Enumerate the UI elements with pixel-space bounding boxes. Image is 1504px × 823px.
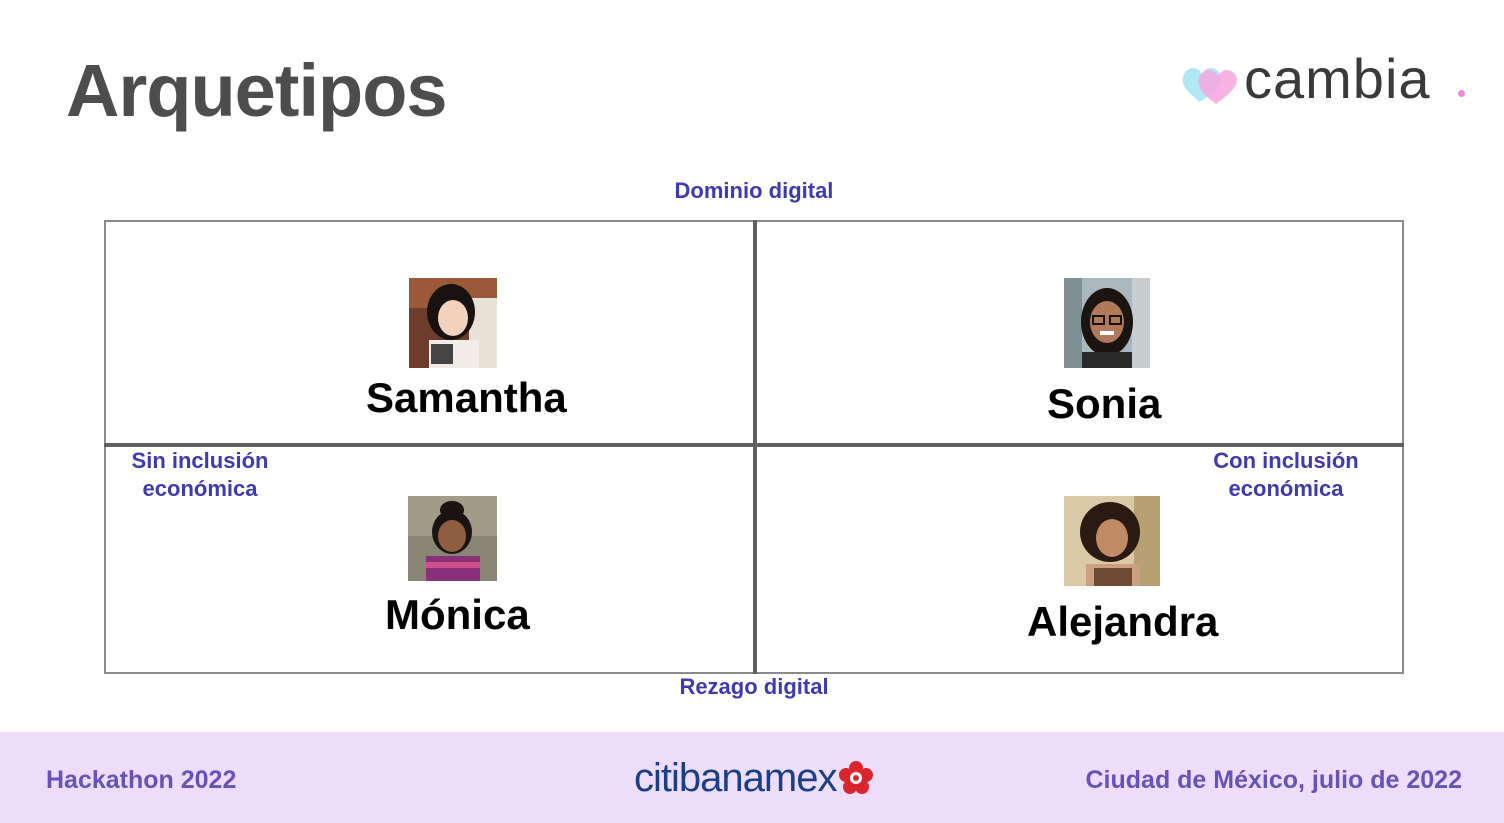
brand-banamex: banamex	[678, 755, 838, 800]
persona-name-monica: Mónica	[385, 591, 530, 638]
axis-bottom-label: Rezago digital	[679, 674, 829, 699]
cambia-logo: cambia	[1180, 47, 1470, 112]
horizontal-divider	[104, 443, 1404, 447]
footer-location-date: Ciudad de México, julio de 2022	[1085, 766, 1463, 794]
axis-right-label: Con inclusión económica	[1213, 448, 1359, 501]
page-title: Arquetipos	[66, 49, 448, 132]
brand-citi: citi	[634, 755, 680, 800]
persona-photo-alejandra	[1064, 496, 1160, 586]
banamex-flower-icon	[839, 761, 874, 794]
citibanamex-logo: citi banamex	[634, 756, 874, 800]
persona-name-sonia: Sonia	[1047, 380, 1162, 427]
vertical-divider	[753, 220, 757, 674]
axis-top-label: Dominio digital	[674, 178, 834, 203]
persona-photo-sonia	[1064, 278, 1150, 368]
footer-bar: Hackathon 2022 citi banamex Ciudad de Mé…	[0, 732, 1504, 823]
persona-name-alejandra: Alejandra	[1027, 598, 1219, 645]
footer-event: Hackathon 2022	[46, 766, 237, 794]
persona-name-samantha: Samantha	[366, 374, 567, 421]
cambia-wordmark: cambia	[1244, 47, 1431, 110]
logo-dot	[1458, 90, 1465, 97]
hearts-icon	[1182, 68, 1238, 104]
persona-photo-samantha	[409, 278, 497, 368]
persona-photo-monica	[408, 496, 497, 581]
axis-left-label: Sin inclusión económica	[131, 448, 269, 501]
